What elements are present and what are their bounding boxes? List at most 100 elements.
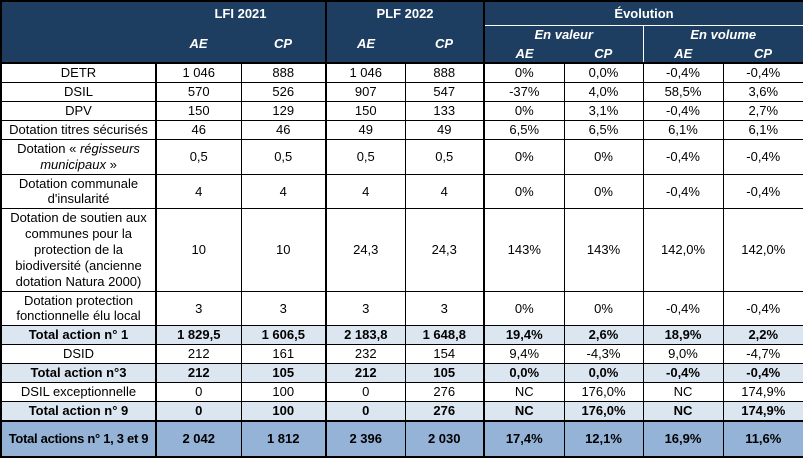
header-en-volume-cp: CP — [723, 44, 803, 63]
cell-value: NC — [483, 382, 565, 403]
table-header: LFI 2021 PLF 2022 Évolution AE CP AE CP … — [1, 1, 803, 63]
cell-value: 0,5 — [325, 138, 406, 175]
cell-value: 9,0% — [642, 344, 724, 365]
header-row-groups: LFI 2021 PLF 2022 Évolution — [1, 1, 803, 63]
table-row: Total action n°3 212 105 212 105 0,0% 0,0% -0,4… — [0, 363, 803, 384]
cell-value: 143% — [563, 208, 644, 292]
row-label: DSIL — [0, 81, 157, 102]
cell-value: -0,4% — [642, 61, 724, 83]
row-label-text: Total action n° 1 — [28, 327, 129, 343]
cell-value: -0,4% — [722, 363, 803, 384]
cell-value: 276 — [404, 401, 485, 422]
row-label-text: DSIL — [64, 83, 93, 99]
cell-value: 58,5% — [642, 81, 724, 102]
cell-value: 2,2% — [722, 325, 803, 346]
header-plf-cp: CP — [405, 25, 484, 63]
cell-value: 24,3 — [325, 208, 406, 292]
cell-value: 150 — [325, 100, 406, 121]
cell-value: -0,4% — [642, 363, 724, 384]
header-lfi-cp: CP — [241, 25, 326, 63]
cell-value: 6,1% — [722, 119, 803, 140]
cell-value: 105 — [240, 363, 327, 384]
cell-value: 49 — [404, 119, 485, 140]
cell-value: 100 — [240, 382, 327, 403]
cell-value: 1 046 — [325, 61, 406, 83]
header-en-valeur: En valeur — [483, 25, 644, 44]
cell-value: -4,7% — [722, 344, 803, 365]
cell-value: 3 — [155, 290, 242, 327]
cell-value: 176,0% — [563, 401, 644, 422]
cell-value: 888 — [240, 61, 327, 83]
table-row: Dotation communale d'insularité 4 4 4 4 0% 0% -… — [0, 173, 803, 210]
cell-value: 142,0% — [722, 208, 803, 292]
row-label: Total action n°3 — [0, 363, 157, 384]
cell-value: 18,9% — [642, 325, 724, 346]
cell-value: 150 — [155, 100, 242, 121]
cell-value: 174,9% — [722, 401, 803, 422]
cell-value: 0 — [325, 401, 406, 422]
cell-value: 174,9% — [722, 382, 803, 403]
row-label-text: DPV — [65, 102, 92, 118]
cell-value: 3 — [240, 290, 327, 327]
cell-value: 46 — [155, 119, 242, 140]
cell-value: 0% — [483, 61, 565, 83]
row-label-text: Dotation titres sécurisés — [9, 121, 148, 137]
table-body: DETR 1 046 888 1 046 888 0% 0,0% -0,4% -0,4% DSIL… — [0, 61, 803, 458]
cell-value: 11,6% — [722, 420, 803, 458]
cell-value: 2 042 — [155, 420, 242, 458]
header-plf-2022: PLF 2022 — [325, 1, 484, 25]
row-label-text: Total actions n° 1, 3 et 9 — [8, 431, 149, 447]
cell-value: 0% — [563, 290, 644, 327]
cell-value: 4 — [155, 173, 242, 210]
cell-value: 0% — [483, 138, 565, 175]
cell-value: 0 — [155, 401, 242, 422]
cell-value: 19,4% — [483, 325, 565, 346]
table-row: Dotation titres sécurisés 46 46 49 49 6,5% 6,5… — [0, 119, 803, 140]
row-label: Total actions n° 1, 3 et 9 — [0, 420, 157, 458]
header-en-volume: En volume — [643, 25, 803, 44]
cell-value: 570 — [155, 81, 242, 102]
cell-value: 154 — [404, 344, 485, 365]
cell-value: 0,5 — [404, 138, 485, 175]
cell-value: 3 — [325, 290, 406, 327]
cell-value: -37% — [483, 81, 565, 102]
cell-value: 129 — [240, 100, 327, 121]
row-label: Dotation « régisseurs municipaux » — [0, 138, 157, 175]
table-row: DSIL exceptionnelle 0 100 0 276 NC 176,0% NC 174… — [0, 382, 803, 403]
cell-value: 0,0% — [483, 363, 565, 384]
cell-value: 0% — [483, 173, 565, 210]
cell-value: 24,3 — [404, 208, 485, 292]
table-row: Total action n° 1 1 829,5 1 606,5 2 183,8 1 … — [0, 325, 803, 346]
cell-value: 1 606,5 — [240, 325, 327, 346]
cell-value: 0,5 — [240, 138, 327, 175]
row-label: Total action n° 9 — [0, 401, 157, 422]
cell-value: 3 — [404, 290, 485, 327]
cell-value: 46 — [240, 119, 327, 140]
table-row: DPV 150 129 150 133 0% 3,1% -0,4% 2,7% — [0, 100, 803, 121]
cell-value: -0,4% — [642, 100, 724, 121]
row-label: Dotation de soutien aux communes pour la… — [0, 208, 157, 292]
header-en-valeur-cp: CP — [564, 44, 644, 63]
row-label-text: DSIL exceptionnelle — [20, 384, 137, 400]
row-label: DSID — [0, 344, 157, 365]
table-row: DSID 212 161 232 154 9,4% -4,3% 9,0% -4,7% — [0, 344, 803, 365]
row-label: Dotation communale d'insularité — [0, 173, 157, 210]
cell-value: 4 — [240, 173, 327, 210]
cell-value: 100 — [240, 401, 327, 422]
row-label-text: DSID — [62, 346, 95, 362]
row-label-text: Dotation communale d'insularité — [18, 175, 139, 207]
cell-value: 547 — [404, 81, 485, 102]
header-row-subgroups: AE CP AE CP En valeur En volume — [1, 25, 803, 63]
row-label-text: Dotation « — [17, 140, 80, 156]
cell-value: 2,7% — [722, 100, 803, 121]
cell-value: 3,6% — [722, 81, 803, 102]
cell-value: 10 — [240, 208, 327, 292]
cell-value: 49 — [325, 119, 406, 140]
header-en-volume-ae: AE — [643, 44, 723, 63]
row-label-text: Total action n° 9 — [28, 403, 129, 419]
header-row-ae-cp: AE CP AE CP — [1, 44, 803, 63]
table-row: DETR 1 046 888 1 046 888 0% 0,0% -0,4% -0,4% — [0, 61, 803, 83]
cell-value: -0,4% — [642, 138, 724, 175]
cell-value: 143% — [483, 208, 565, 292]
